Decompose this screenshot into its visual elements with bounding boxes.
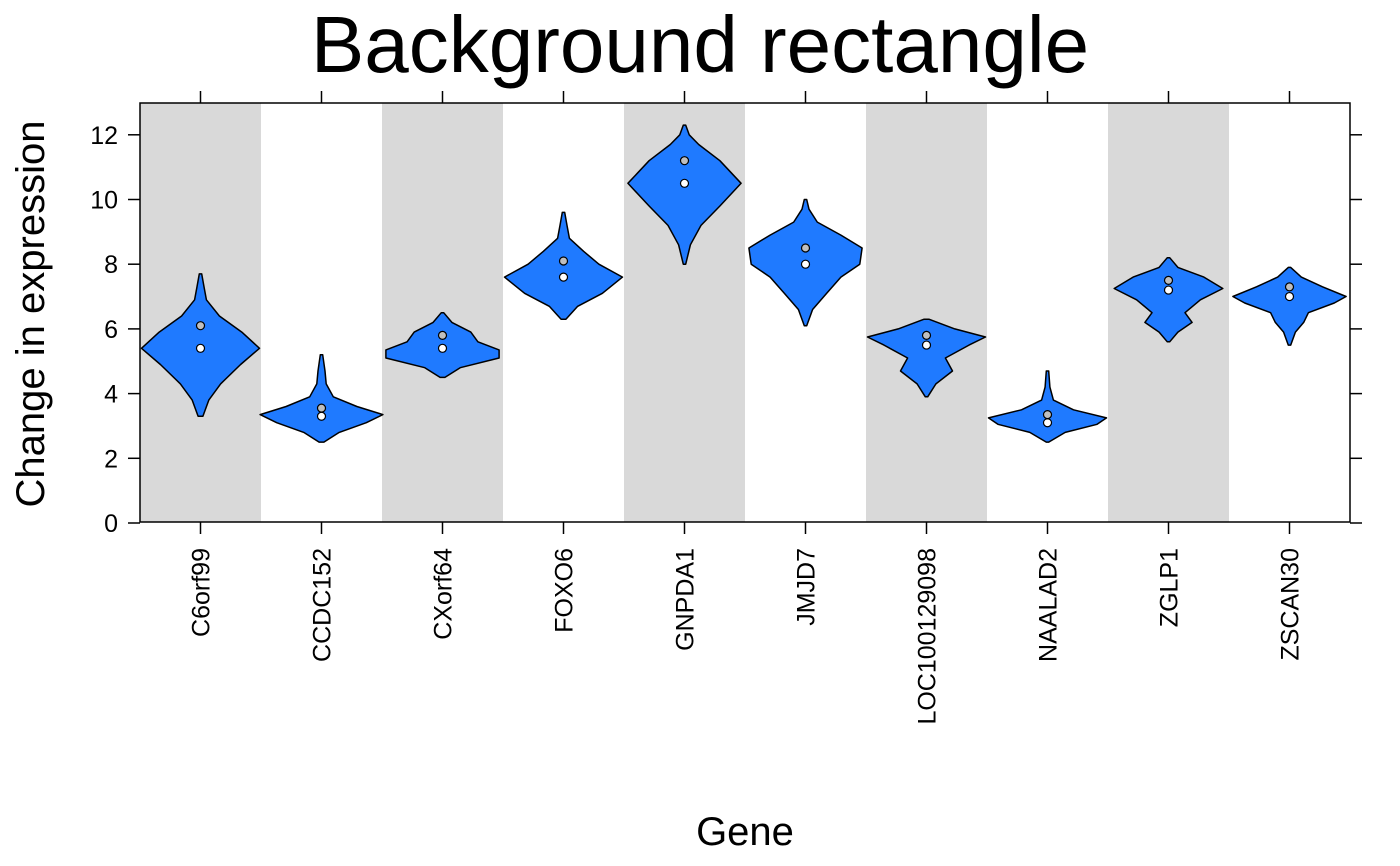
y-tick-label-0: 0: [104, 510, 118, 538]
point-JMJD7-2: [800, 243, 811, 253]
point-C6orf99-2: [195, 321, 206, 331]
point-NAALAD2-2: [1042, 410, 1053, 420]
point-JMJD7-1: [800, 259, 811, 269]
violin-CCDC152: [259, 354, 384, 443]
y-tick-label-12: 12: [90, 122, 118, 150]
y-tick-label-10: 10: [90, 187, 118, 215]
chart-title: Background rectangle: [311, 0, 1089, 89]
x-tick-label-LOC100129098: LOC100129098: [914, 548, 942, 725]
x-tick-label-CCDC152: CCDC152: [309, 548, 337, 662]
violin-FOXO6: [503, 211, 624, 320]
x-tick-label-NAALAD2: NAALAD2: [1035, 548, 1063, 662]
x-tick-label-ZSCAN30: ZSCAN30: [1277, 548, 1305, 661]
y-tick-label-8: 8: [104, 251, 118, 279]
y-axis-title: Change in expression: [9, 121, 53, 508]
x-tick-label-ZGLP1: ZGLP1: [1156, 548, 1184, 627]
x-tick-label-C6orf99: C6orf99: [188, 548, 216, 637]
point-LOC100129098-1: [921, 340, 932, 350]
y-tick-label-2: 2: [104, 445, 118, 473]
point-C6orf99-1: [195, 343, 206, 353]
point-CXorf64-1: [437, 343, 448, 353]
point-ZSCAN30-1: [1284, 291, 1295, 302]
point-LOC100129098-2: [921, 330, 932, 340]
y-tick-label-4: 4: [104, 381, 118, 409]
x-tick-label-CXorf64: CXorf64: [430, 548, 458, 640]
point-CCDC152-2: [316, 403, 327, 413]
violin-ZSCAN30: [1232, 266, 1347, 346]
plot-frame: [139, 102, 1351, 523]
x-tick-label-FOXO6: FOXO6: [551, 548, 579, 633]
x-tick-label-GNPDA1: GNPDA1: [672, 548, 700, 651]
x-axis-title: Gene: [696, 810, 794, 854]
violin-GNPDA1: [627, 124, 742, 265]
point-ZGLP1-2: [1163, 275, 1174, 285]
point-FOXO6-2: [558, 256, 569, 266]
point-CCDC152-1: [316, 411, 327, 421]
point-GNPDA1-1: [679, 178, 690, 188]
y-axis: 0 2 4 6 8 10 12: [90, 122, 1362, 538]
point-GNPDA1-2: [679, 156, 690, 166]
band-LOC100129098: [866, 103, 987, 522]
y-tick-label-6: 6: [104, 316, 118, 344]
point-NAALAD2-1: [1042, 418, 1053, 428]
x-tick-label-JMJD7: JMJD7: [793, 548, 821, 626]
x-axis: C6orf99 CCDC152 CXorf64 FOXO6 GNPDA1 JMJD7 LOC…: [188, 91, 1305, 725]
point-ZGLP1-1: [1163, 285, 1174, 295]
point-CXorf64-2: [437, 330, 448, 340]
violin-NAALAD2: [987, 370, 1108, 443]
point-FOXO6-1: [558, 272, 569, 282]
violin-LOC100129098: [866, 318, 987, 398]
data-points: [195, 156, 1295, 428]
point-ZSCAN30-2: [1284, 282, 1295, 292]
violin-ZGLP1: [1113, 256, 1224, 343]
